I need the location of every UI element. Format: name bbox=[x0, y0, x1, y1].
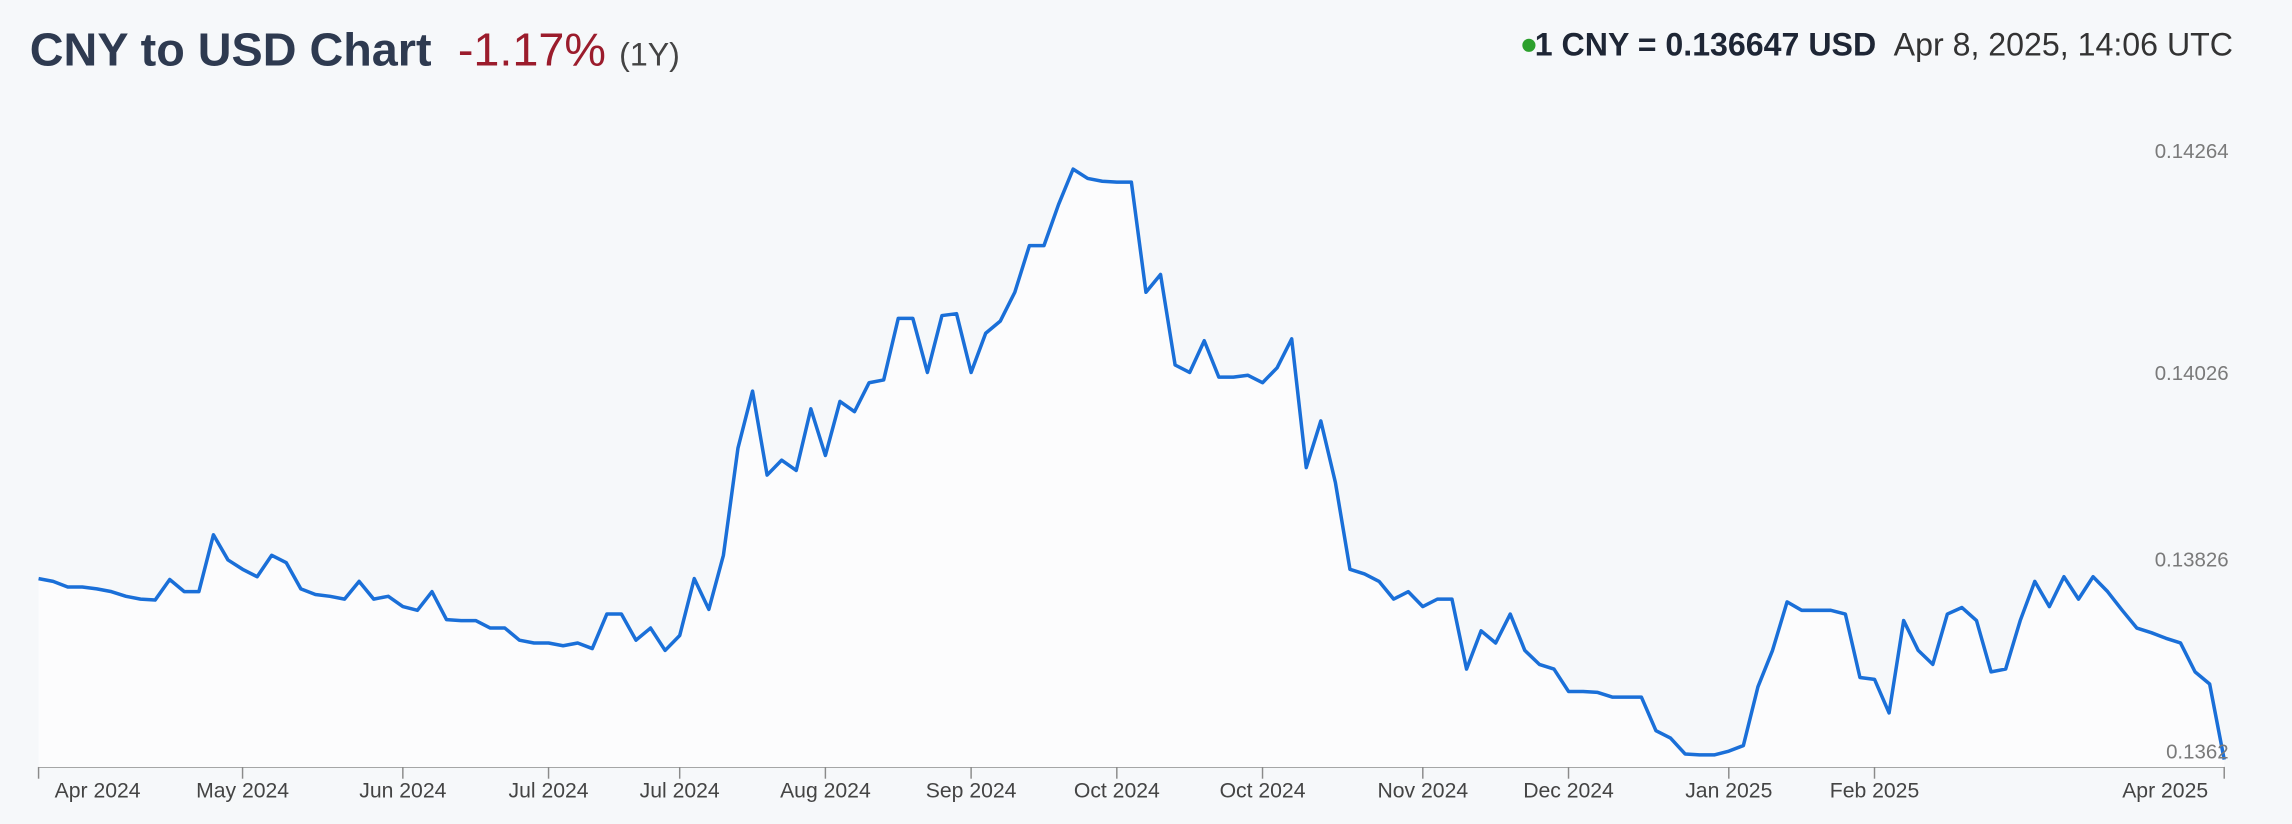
x-tick-label: Jul 2024 bbox=[509, 780, 589, 803]
y-tick-label: 0.1362 bbox=[2166, 740, 2229, 763]
x-tick-label: Oct 2024 bbox=[1074, 780, 1160, 803]
x-tick-label: Jul 2024 bbox=[640, 780, 720, 803]
x-tick-label: Apr 2024 bbox=[55, 780, 141, 803]
chart-title: CNY to USD Chart bbox=[30, 24, 432, 76]
y-tick-label: 0.13826 bbox=[2155, 548, 2229, 571]
header-title: CNY to USD Chart -1.17% (1Y) bbox=[30, 24, 680, 76]
y-tick-label: 0.14264 bbox=[2155, 140, 2229, 163]
period: (1Y) bbox=[619, 37, 680, 73]
line bbox=[38, 167, 2226, 760]
rate-info: 1 CNY = 0.136647 USD Apr 8, 2025, 14:06 U… bbox=[1535, 27, 2233, 63]
x-tick-label: Jun 2024 bbox=[359, 780, 446, 803]
timestamp: Apr 8, 2025, 14:06 UTC bbox=[1894, 27, 2233, 63]
x-tick-label: Apr 2025 bbox=[2122, 780, 2208, 803]
x-tick-label: Aug 2024 bbox=[780, 780, 871, 803]
x-tick-label: Nov 2024 bbox=[1377, 780, 1468, 803]
plot: Apr 2024 May 2024 Jun 2024 Jul 2024 Jul 2024… bbox=[37, 140, 2229, 803]
x-tick-label: May 2024 bbox=[196, 780, 289, 803]
change: -1.17% bbox=[458, 24, 606, 76]
x-tick-label: Jan 2025 bbox=[1685, 780, 1772, 803]
y-tick-label: 0.14026 bbox=[2155, 362, 2229, 385]
rate: 1 CNY = 0.136647 USD bbox=[1535, 27, 1876, 63]
x-tick-label: Oct 2024 bbox=[1220, 780, 1306, 803]
x-tick-label: Sep 2024 bbox=[926, 780, 1017, 803]
area bbox=[38, 169, 2225, 768]
status-dot bbox=[1522, 38, 1536, 52]
x-tick-label: Feb 2025 bbox=[1830, 780, 1919, 803]
x-tick-label: Dec 2024 bbox=[1523, 780, 1614, 803]
